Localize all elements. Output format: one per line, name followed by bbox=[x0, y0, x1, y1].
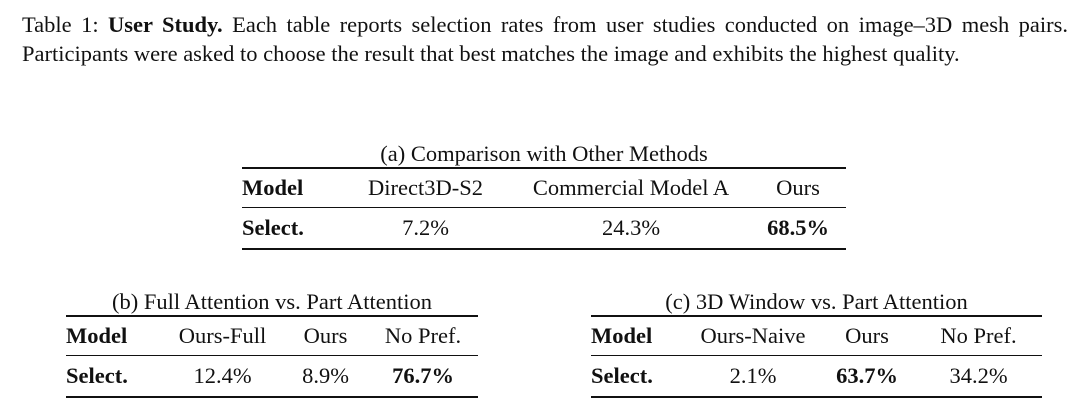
row-label: Select. bbox=[242, 207, 339, 250]
header-cell: No Pref. bbox=[915, 315, 1042, 356]
header-cell: Ours bbox=[750, 167, 846, 208]
header-cell: Model bbox=[66, 315, 162, 356]
caption-text: Each table reports selection rates from … bbox=[22, 12, 1068, 66]
header-cell: No Pref. bbox=[368, 315, 478, 356]
header-cell: Model bbox=[242, 167, 339, 208]
header-cell: Direct3D-S2 bbox=[339, 167, 512, 208]
header-cell: Ours-Naive bbox=[687, 315, 819, 356]
caption-prefix: Table 1: bbox=[22, 12, 108, 37]
value-cell: 24.3% bbox=[512, 207, 750, 250]
header-cell: Model bbox=[591, 315, 687, 356]
table-c-caption: (c) 3D Window vs. Part Attention bbox=[665, 289, 968, 314]
table-a-select-row: Select. 7.2% 24.3% 68.5% bbox=[242, 207, 846, 250]
table-a-header-row: Model Direct3D-S2 Commercial Model A Our… bbox=[242, 167, 846, 208]
table-a: (a) Comparison with Other Methods Model … bbox=[242, 141, 846, 250]
header-cell: Commercial Model A bbox=[512, 167, 750, 208]
table-caption: Table 1: User Study. Each table reports … bbox=[22, 10, 1068, 68]
value-cell-best: 63.7% bbox=[819, 355, 915, 398]
value-cell: 7.2% bbox=[339, 207, 512, 250]
table-b-header-row: Model Ours-Full Ours No Pref. bbox=[66, 315, 478, 356]
caption-title: User Study. bbox=[108, 12, 223, 37]
value-cell: 2.1% bbox=[687, 355, 819, 398]
value-cell: 34.2% bbox=[915, 355, 1042, 398]
header-cell: Ours-Full bbox=[162, 315, 283, 356]
table-c: (c) 3D Window vs. Part Attention Model O… bbox=[591, 289, 1042, 398]
header-cell: Ours bbox=[819, 315, 915, 356]
table-b-select-row: Select. 12.4% 8.9% 76.7% bbox=[66, 355, 478, 398]
table-b: (b) Full Attention vs. Part Attention Mo… bbox=[66, 289, 478, 398]
table-c-select-row: Select. 2.1% 63.7% 34.2% bbox=[591, 355, 1042, 398]
value-cell: 8.9% bbox=[283, 355, 368, 398]
value-cell-best: 76.7% bbox=[368, 355, 478, 398]
row-label: Select. bbox=[591, 355, 687, 398]
value-cell-best: 68.5% bbox=[750, 207, 846, 250]
table-b-grid: Model Ours-Full Ours No Pref. Select. 12… bbox=[66, 315, 478, 398]
row-label: Select. bbox=[66, 355, 162, 398]
table-a-caption: (a) Comparison with Other Methods bbox=[380, 141, 708, 166]
table-a-grid: Model Direct3D-S2 Commercial Model A Our… bbox=[242, 167, 846, 250]
table-c-grid: Model Ours-Naive Ours No Pref. Select. 2… bbox=[591, 315, 1042, 398]
table-b-caption: (b) Full Attention vs. Part Attention bbox=[112, 289, 432, 314]
value-cell: 12.4% bbox=[162, 355, 283, 398]
table-c-header-row: Model Ours-Naive Ours No Pref. bbox=[591, 315, 1042, 356]
header-cell: Ours bbox=[283, 315, 368, 356]
